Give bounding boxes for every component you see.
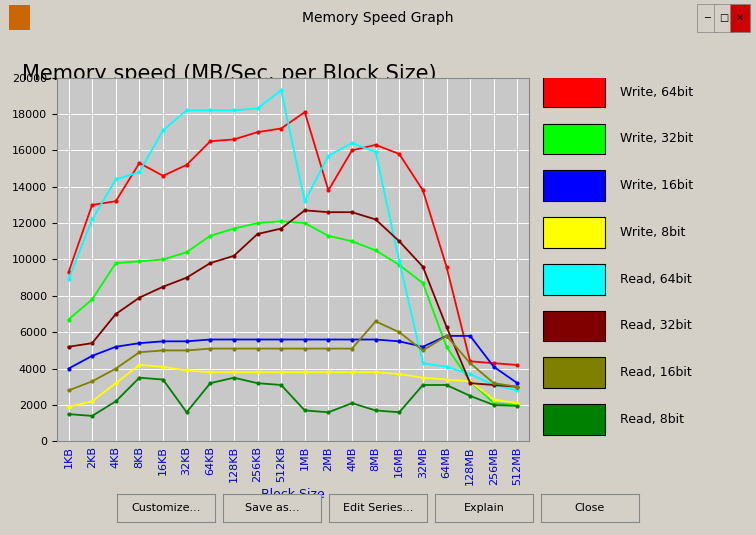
Text: □: □ [719,13,728,22]
Text: Read, 64bit: Read, 64bit [619,273,691,286]
Text: ─: ─ [704,13,710,22]
Text: Write, 64bit: Write, 64bit [619,86,692,98]
Text: Save as...: Save as... [245,503,299,513]
Text: Read, 32bit: Read, 32bit [619,319,691,332]
Bar [543,124,605,154]
Text: Memory Speed Graph: Memory Speed Graph [302,11,454,25]
Bar [543,357,605,388]
Text: Read, 8bit: Read, 8bit [619,413,683,426]
Text: Edit Series...: Edit Series... [342,503,414,513]
Bar [9,5,30,30]
Text: Write, 16bit: Write, 16bit [619,179,692,192]
Bar [543,217,605,248]
Text: ✕: ✕ [736,13,744,22]
Bar [730,4,750,32]
Text: Memory speed (MB/Sec. per Block Size): Memory speed (MB/Sec. per Block Size) [23,64,437,84]
Bar [697,4,717,32]
Bar [543,264,605,294]
Text: Customize...: Customize... [132,503,201,513]
Bar [543,77,605,108]
Text: Close: Close [575,503,605,513]
Text: Write, 8bit: Write, 8bit [619,226,685,239]
Bar [543,170,605,201]
Text: Read, 16bit: Read, 16bit [619,366,691,379]
Text: Write, 32bit: Write, 32bit [619,132,692,146]
Bar [543,311,605,341]
Text: Explain: Explain [463,503,504,513]
Bar [543,404,605,435]
Bar [714,4,733,32]
X-axis label: Block Size: Block Size [261,487,325,501]
